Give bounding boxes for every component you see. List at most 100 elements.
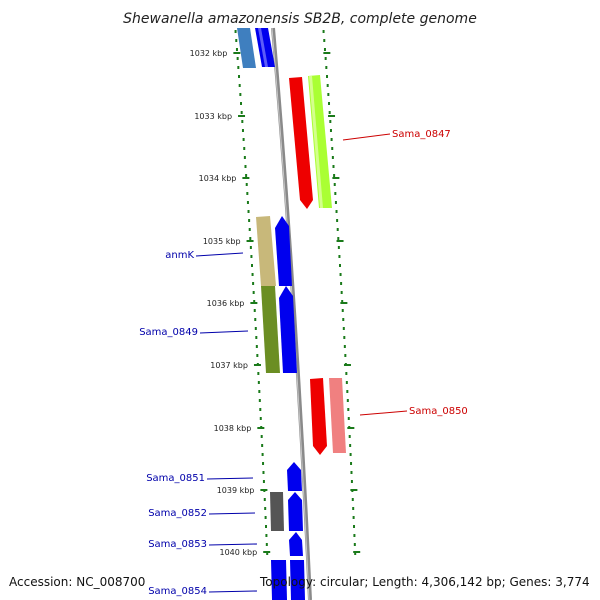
feature-top-left[interactable] — [237, 28, 256, 68]
tick-dot — [341, 300, 344, 303]
feature-top-right[interactable] — [255, 28, 275, 67]
gene-anmk[interactable] — [256, 216, 292, 286]
tick-dot — [254, 327, 257, 330]
label-leader-line — [208, 590, 258, 593]
tick-dot — [241, 120, 244, 123]
tick-dot — [254, 318, 257, 321]
label-leader-line — [195, 252, 244, 257]
gene-label[interactable]: anmK — [165, 250, 194, 261]
tick-dot — [340, 282, 343, 285]
outer-major-tick — [343, 364, 351, 366]
gene-label[interactable]: Sama_0851 — [146, 473, 205, 484]
tick-dot — [264, 507, 267, 510]
tick-dot — [343, 345, 346, 348]
label-leader-line — [342, 133, 391, 141]
tick-dot — [265, 543, 268, 546]
outer-major-tick — [336, 240, 344, 242]
tick-label: 1038 kbp — [214, 424, 252, 433]
gene-label[interactable]: Sama_0854 — [148, 586, 207, 597]
tick-dot — [322, 30, 325, 33]
tick-dot — [255, 336, 258, 339]
tick-dot — [251, 273, 254, 276]
tick-dot — [248, 228, 251, 231]
major-tick — [253, 364, 261, 366]
tick-dot — [253, 309, 256, 312]
major-tick — [257, 427, 265, 429]
tick-dot — [256, 354, 259, 357]
tick-label: 1039 kbp — [217, 486, 255, 495]
tick-dot — [344, 354, 347, 357]
gene-label[interactable]: Sama_0847 — [392, 129, 451, 140]
tick-dot — [243, 156, 246, 159]
tick-dot — [257, 372, 260, 375]
tick-dot — [325, 66, 328, 69]
tick-dot — [350, 462, 353, 465]
tick-dot — [347, 408, 350, 411]
tick-dot — [240, 102, 243, 105]
gene-sama-0847[interactable] — [289, 75, 332, 209]
label-leader-line — [208, 512, 256, 515]
tick-dot — [262, 480, 265, 483]
tick-dot — [350, 480, 353, 483]
gene-sama-0850[interactable] — [310, 378, 346, 455]
tick-dot — [247, 210, 250, 213]
label-leader-line — [208, 543, 258, 546]
tick-dot — [342, 327, 345, 330]
tick-dot — [243, 147, 246, 150]
tick-dot — [246, 201, 249, 204]
outer-major-tick — [353, 551, 361, 553]
gene-label[interactable]: Sama_0849 — [139, 327, 198, 338]
tick-label: 1040 kbp — [220, 548, 258, 557]
outer-major-tick — [328, 115, 336, 117]
major-tick — [238, 115, 246, 117]
tick-dot — [245, 174, 248, 177]
tick-dot — [249, 246, 252, 249]
outer-major-tick — [340, 302, 348, 304]
gene-sama-0854[interactable] — [271, 560, 305, 600]
tick-label: 1033 kbp — [194, 112, 232, 121]
tick-dot — [261, 453, 264, 456]
major-tick — [233, 52, 241, 54]
tick-dot — [328, 102, 331, 105]
tick-label: 1035 kbp — [203, 237, 241, 246]
tick-dot — [238, 84, 241, 87]
major-tick — [246, 240, 254, 242]
tick-dot — [326, 84, 329, 87]
tick-dot — [258, 390, 261, 393]
tick-dot — [352, 516, 355, 519]
gene-label[interactable]: Sama_0852 — [148, 508, 207, 519]
gene-label[interactable]: Sama_0850 — [409, 406, 468, 417]
tick-dot — [245, 183, 248, 186]
tick-dot — [259, 408, 262, 411]
outer-major-tick — [332, 177, 340, 179]
tick-dot — [235, 39, 238, 42]
tick-dot — [262, 471, 265, 474]
gene-sama-0853[interactable] — [289, 532, 303, 556]
tick-dot — [258, 399, 261, 402]
gene-sama-0851[interactable] — [287, 462, 302, 491]
outer-major-tick — [350, 489, 358, 491]
tick-dot — [341, 309, 344, 312]
gene-label[interactable]: Sama_0853 — [148, 539, 207, 550]
gene-sama-0852[interactable] — [270, 492, 303, 531]
tick-dot — [331, 156, 334, 159]
genome-backbone — [271, 27, 312, 600]
tick-dot — [347, 417, 350, 420]
tick-dot — [241, 129, 244, 132]
tick-label: 1032 kbp — [190, 49, 228, 58]
label-leader-line — [206, 477, 254, 480]
tick-dot — [352, 507, 355, 510]
gene-sama-0849[interactable] — [261, 286, 297, 373]
tick-dot — [252, 291, 255, 294]
tick-dot — [257, 381, 260, 384]
tick-dot — [238, 75, 241, 78]
tick-label: 1036 kbp — [207, 299, 245, 308]
tick-dot — [337, 246, 340, 249]
tick-dot — [323, 39, 326, 42]
tick-dot — [335, 210, 338, 213]
outer-major-tick — [323, 52, 331, 54]
tick-dot — [242, 138, 245, 141]
major-ticks — [233, 52, 361, 553]
major-tick — [260, 489, 268, 491]
